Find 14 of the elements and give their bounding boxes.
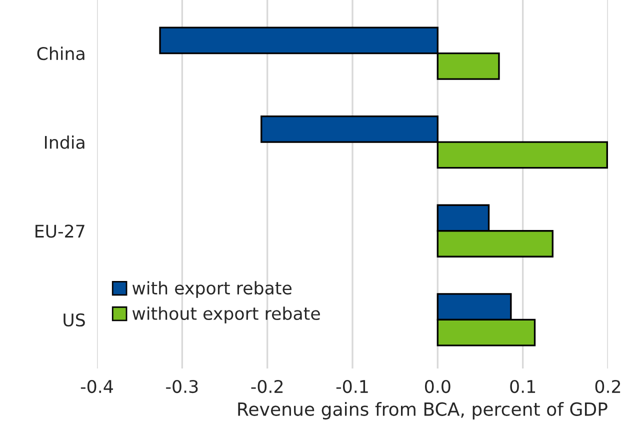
x-tick-label: -0.3 — [166, 380, 198, 394]
x-tick-label: 0.2 — [595, 380, 620, 394]
legend-label: without export rebate — [132, 306, 320, 324]
x-tick-label: 0.1 — [510, 380, 536, 394]
legend-label: with export rebate — [132, 281, 292, 298]
y-tick-label: India — [44, 135, 84, 149]
x-tick-label: 0.0 — [425, 380, 450, 394]
x-axis-title: Revenue gains from BCA, percent of GDP — [238, 402, 608, 420]
x-tick-label: -0.4 — [80, 380, 113, 394]
x-tick-label: -0.1 — [336, 380, 368, 394]
x-tick-label: -0.2 — [251, 380, 283, 394]
y-tick-label: China — [37, 46, 84, 60]
y-tick-label: EU-27 — [36, 224, 84, 238]
y-tick-label: US — [64, 313, 85, 327]
